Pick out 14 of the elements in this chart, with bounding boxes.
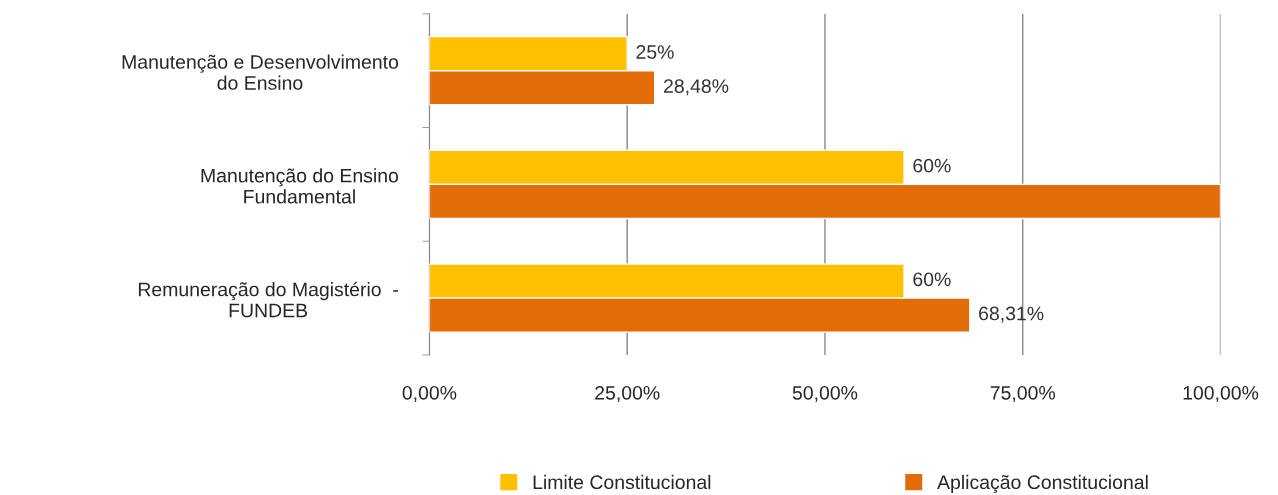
y-tick-label: Manutenção e Desenvolvimento do Ensino [122, 54, 399, 90]
x-tick-label: 50,00% [792, 385, 858, 403]
y-tick-label: Remuneração do Magistério - FUNDEB [138, 281, 399, 318]
x-tick-label: 100,00% [1183, 385, 1259, 403]
y-tick-label: Manutenção do Ensino Fundamental [201, 168, 399, 204]
legend-label: Aplicação Constitucional [937, 474, 1148, 494]
data-label: 60% [913, 272, 951, 287]
data-label: 28,48% [664, 79, 729, 96]
x-tick-label: 25,00% [595, 385, 660, 403]
legend-label: Limite Constitucional [533, 474, 711, 490]
data-label: 60% [913, 158, 951, 173]
x-tick-label: 75,00% [990, 385, 1055, 403]
x-tick-label: 0,00% [402, 385, 457, 403]
data-label: 25% [636, 45, 674, 59]
